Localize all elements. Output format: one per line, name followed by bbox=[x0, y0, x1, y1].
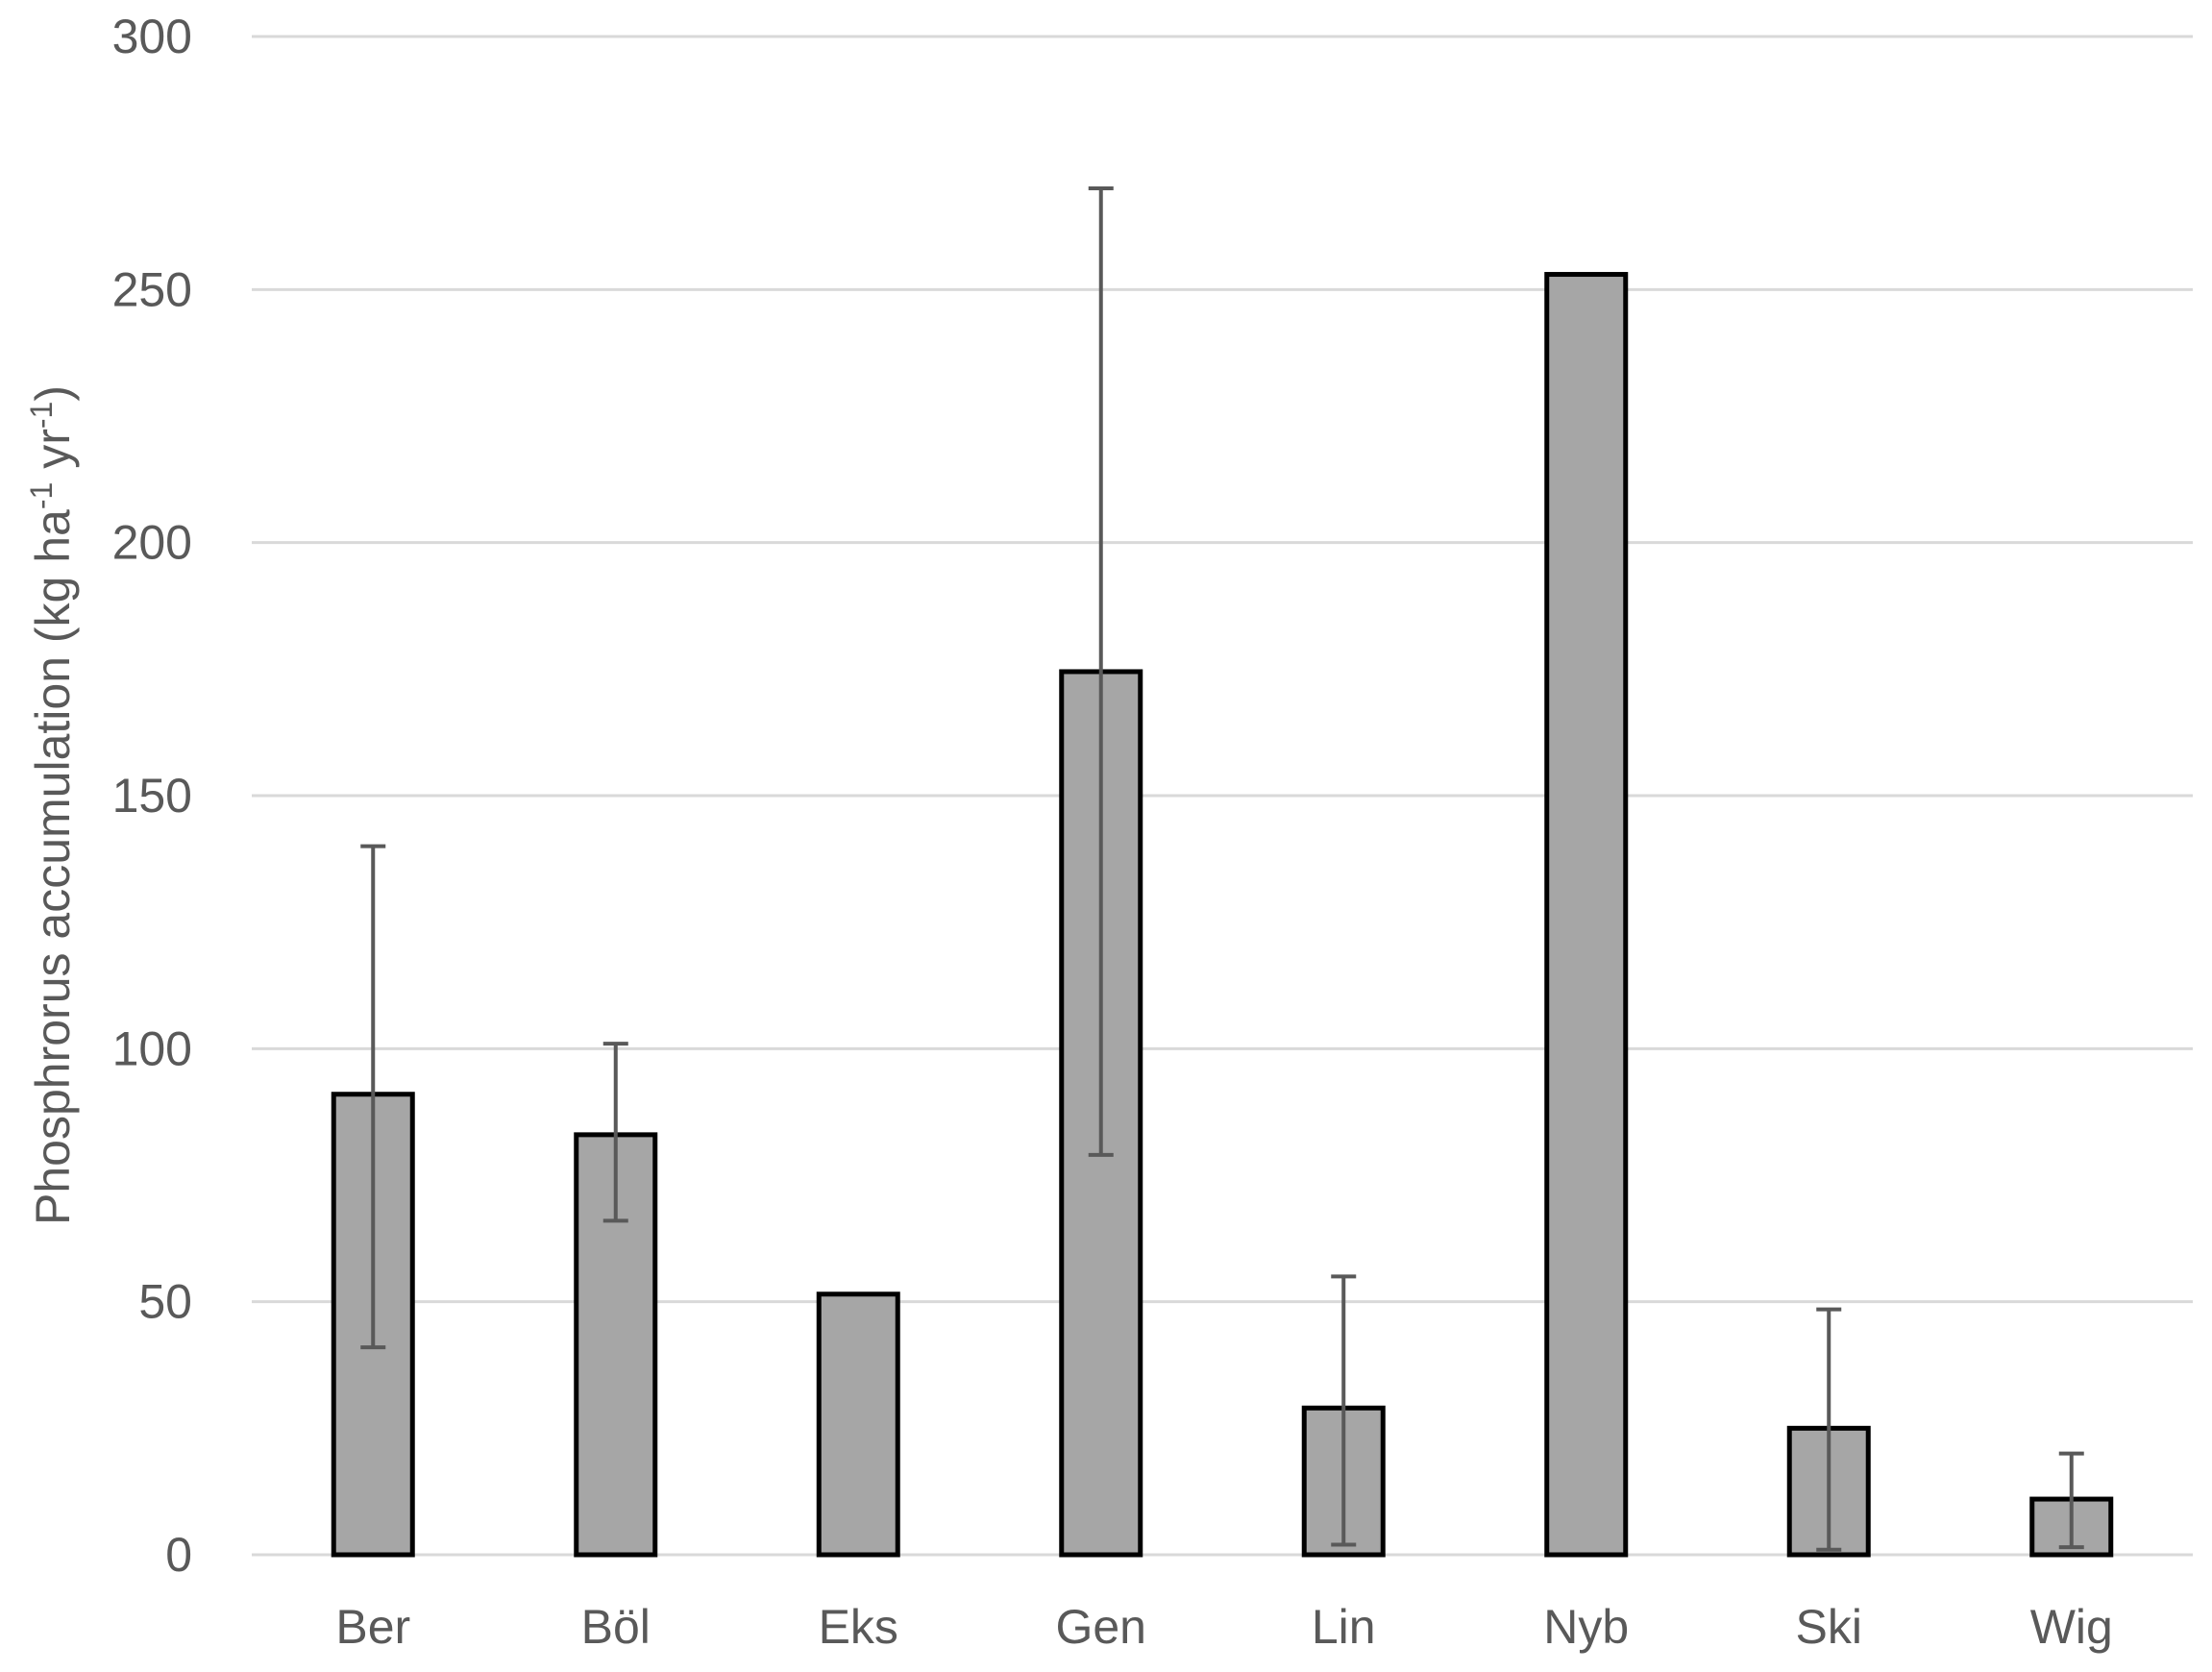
y-axis-title: Phosphrorus accumulation (kg ha-1 yr-1) bbox=[24, 385, 80, 1225]
y-tick-label: 100 bbox=[112, 1021, 192, 1075]
gridlines bbox=[252, 35, 2193, 1557]
x-tick-label: Ber bbox=[335, 1600, 410, 1654]
x-tick-label: Böl bbox=[581, 1600, 651, 1654]
bars bbox=[331, 272, 2114, 1558]
y-tick-label: 300 bbox=[112, 10, 192, 63]
y-tick-label: 250 bbox=[112, 262, 192, 316]
y-tick-label: 200 bbox=[112, 516, 192, 570]
bar-nyb bbox=[1544, 272, 1629, 1558]
bar-eks bbox=[816, 1291, 900, 1558]
error-bar-böl bbox=[602, 1042, 628, 1223]
x-tick-label: Wig bbox=[2030, 1600, 2113, 1654]
error-bar-ber bbox=[360, 844, 386, 1350]
x-tick-labels: Ber Böl Eks Gen Lin Nyb Ski Wig bbox=[335, 1600, 2112, 1654]
x-tick-label: Nyb bbox=[1543, 1600, 1629, 1654]
error-bar-wig bbox=[2058, 1451, 2084, 1550]
error-bar-ski bbox=[1816, 1307, 1842, 1552]
x-tick-label: Lin bbox=[1312, 1600, 1376, 1654]
error-bars bbox=[360, 186, 2084, 1552]
y-tick-label: 150 bbox=[112, 769, 192, 823]
y-tick-label: 50 bbox=[138, 1275, 192, 1329]
y-tick-label: 0 bbox=[165, 1528, 192, 1582]
y-tick-labels: 0 50 100 150 200 250 300 bbox=[112, 10, 192, 1582]
x-tick-label: Ski bbox=[1796, 1600, 1862, 1654]
error-bar-gen bbox=[1088, 186, 1114, 1157]
x-tick-label: Gen bbox=[1055, 1600, 1146, 1654]
x-tick-label: Eks bbox=[819, 1600, 898, 1654]
error-bar-lin bbox=[1331, 1274, 1357, 1547]
